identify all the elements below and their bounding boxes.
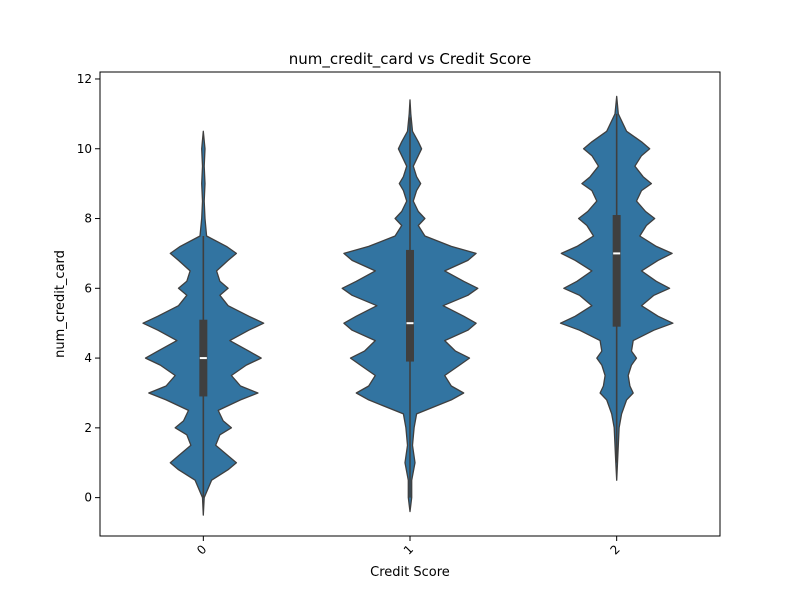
y-tick-label: 4 [84, 351, 92, 365]
y-tick-label: 8 [84, 212, 92, 226]
chart-title: num_credit_card vs Credit Score [289, 50, 532, 69]
violin-iqr-box [612, 215, 621, 327]
y-tick-label: 2 [84, 421, 92, 435]
y-tick-label: 0 [84, 491, 92, 505]
y-tick-label: 10 [77, 142, 92, 156]
violins-layer [142, 95, 674, 516]
y-tick-label: 12 [77, 72, 92, 86]
x-axis-label: Credit Score [370, 565, 450, 580]
violin-iqr-box [406, 249, 414, 362]
y-tick-label: 6 [84, 281, 92, 295]
y-axis-label: num_credit_card [53, 250, 68, 358]
y-axis: 0 2 4 6 8 10 12 [77, 72, 100, 505]
